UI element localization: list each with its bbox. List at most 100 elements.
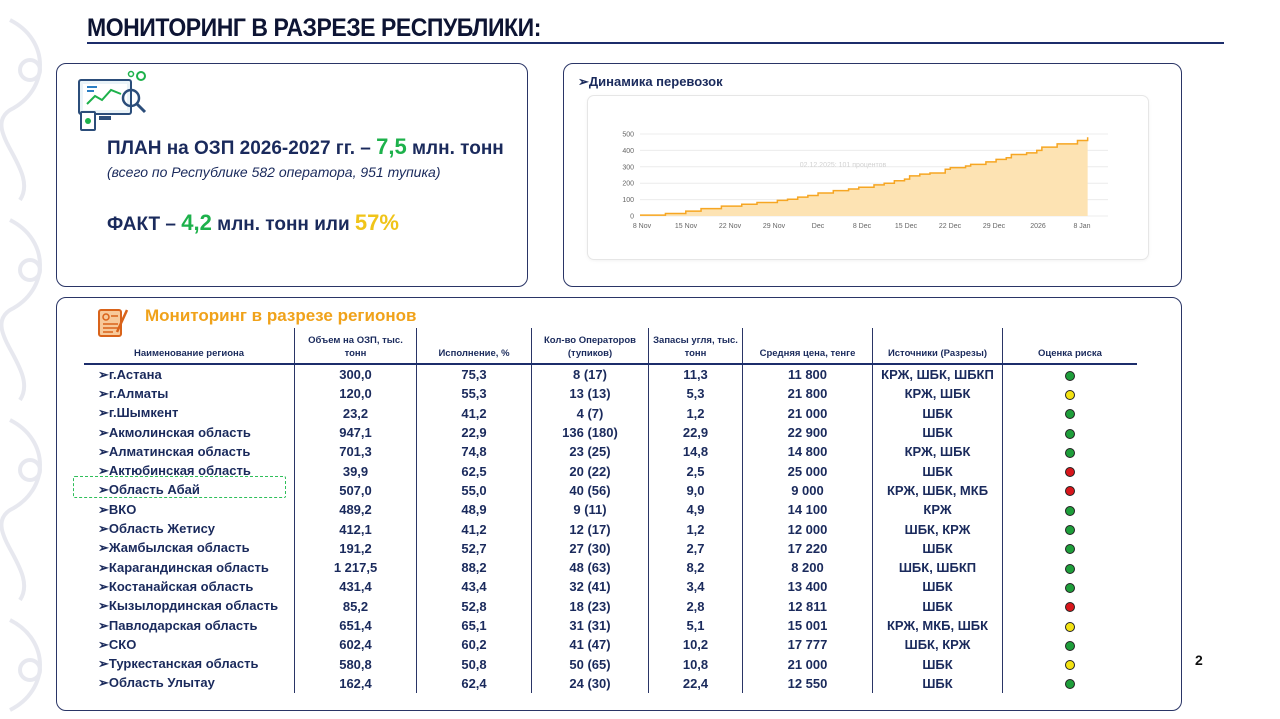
plan-note: (всего по Республике 582 оператора, 951 …: [107, 164, 441, 180]
cell-name: ➢ВКО: [98, 501, 137, 517]
x-tick-label: 8 Jan: [1073, 223, 1090, 230]
cell-volume: 580,8: [294, 654, 417, 674]
cell-source: ШБК: [872, 577, 1003, 597]
risk-indicator-green: [1065, 640, 1075, 651]
cell-stock: 1,2: [648, 519, 743, 539]
cell-exec: 52,8: [416, 596, 532, 616]
cell-operators: 18 (23): [531, 596, 649, 616]
cell-source: КРЖ, ШБК, МКБ: [872, 480, 1003, 501]
risk-indicator-green: [1065, 544, 1075, 555]
cell-exec: 60,2: [416, 635, 532, 655]
cell-stock: 2,8: [648, 596, 743, 616]
x-tick-label: 8 Nov: [633, 223, 652, 230]
cell-exec: 22,9: [416, 422, 532, 443]
cell-source: ШБК: [872, 596, 1003, 616]
cell-risk: [1002, 422, 1137, 443]
cell-volume: 947,1: [294, 422, 417, 443]
x-tick-label: 22 Dec: [939, 223, 962, 230]
risk-indicator-green: [1065, 563, 1075, 574]
cell-price: 15 001: [742, 615, 873, 636]
y-tick-label: 300: [622, 164, 634, 171]
regions-table: Наименование региона Объем на ОЗП, тыс. …: [84, 328, 1137, 694]
row-highlight-selection: [73, 476, 286, 498]
cell-operators: 20 (22): [531, 461, 649, 481]
cell-volume: 23,2: [294, 403, 417, 423]
title-divider: [87, 42, 1224, 44]
hover-tooltip-label: 02.12.2025: 101 процентов: [800, 162, 887, 169]
table-row: ➢г.Шымкент 23,2 41,2 4 (7) 1,2 21 000 ШБК: [84, 403, 1137, 423]
chart-card[interactable]: 0 100 200 300 400 500 8 Nov 15 Nov 22 Nov 29 Nov D…: [588, 96, 1148, 259]
cell-stock: 22,9: [648, 422, 743, 443]
cell-risk: [1002, 538, 1137, 558]
plan-prefix: ПЛАН на ОЗП 2026-2027 гг. –: [107, 138, 377, 159]
cell-exec: 41,2: [416, 519, 532, 539]
table-row: ➢Павлодарская область 651,4 65,1 31 (31) 5,1…: [84, 615, 1137, 636]
fact-line: ФАКТ – 4,2 млн. тонн или 57%: [107, 210, 399, 236]
header-price: Средняя цена, тенге: [742, 328, 873, 365]
cell-stock: 14,8: [648, 442, 743, 462]
cell-exec: 48,9: [416, 500, 532, 520]
cell-price: 22 900: [742, 422, 873, 443]
cell-price: 14 100: [742, 500, 873, 520]
fact-value: 4,2: [181, 210, 212, 235]
table-row: ➢СКО 602,4 60,2 41 (47) 10,2 17 777 ШБК, КРЖ: [84, 635, 1137, 655]
cell-exec: 62,4: [416, 673, 532, 694]
cell-risk: [1002, 364, 1137, 385]
risk-indicator-green: [1065, 447, 1075, 458]
y-tick-label: 100: [622, 197, 634, 204]
table-row: ➢Туркестанская область 580,8 50,8 50 (65) 10…: [84, 654, 1137, 674]
cell-volume: 162,4: [294, 673, 417, 694]
cell-exec: 55,0: [416, 480, 532, 501]
cell-source: ШБК: [872, 422, 1003, 443]
risk-indicator-green: [1065, 582, 1075, 593]
plan-panel: ПЛАН на ОЗП 2026-2027 гг. – 7,5 млн. тон…: [56, 63, 528, 287]
cell-risk: [1002, 673, 1137, 694]
cell-risk: [1002, 635, 1137, 655]
header-volume: Объем на ОЗП, тыс. тонн: [294, 328, 417, 365]
cell-volume: 507,0: [294, 480, 417, 501]
transport-dynamics-chart[interactable]: 0 100 200 300 400 500 8 Nov 15 Nov 22 Nov 29 Nov D…: [588, 96, 1148, 259]
analytics-icon: [78, 70, 147, 131]
table-row: ➢Область Жетису 412,1 41,2 12 (17) 1,2 12 000…: [84, 519, 1137, 539]
cell-volume: 651,4: [294, 615, 417, 636]
cell-name: ➢Алматинская область: [98, 443, 251, 459]
cell-source: ШБК, ШБКП: [872, 557, 1003, 578]
series-line: [640, 137, 1089, 216]
cell-volume: 39,9: [294, 461, 417, 481]
cell-volume: 431,4: [294, 577, 417, 597]
cell-stock: 11,3: [648, 364, 743, 385]
cell-volume: 489,2: [294, 500, 417, 520]
risk-indicator-green: [1065, 525, 1075, 536]
table-row: ➢Карагандинская область 1 217,5 88,2 48 (63…: [84, 557, 1137, 578]
y-tick-label: 200: [622, 181, 634, 188]
cell-price: 12 550: [742, 673, 873, 694]
table-row: ➢Алматинская область 701,3 74,8 23 (25) 14,8…: [84, 442, 1137, 462]
cell-source: ШБК, КРЖ: [872, 635, 1003, 655]
header-exec: Исполнение, %: [416, 328, 532, 365]
cell-exec: 74,8: [416, 442, 532, 462]
cell-price: 21 000: [742, 654, 873, 674]
cell-source: ШБК: [872, 673, 1003, 694]
header-source: Источники (Разрезы): [872, 328, 1003, 365]
cell-price: 13 400: [742, 577, 873, 597]
x-tick-label: 2026: [1030, 223, 1046, 230]
header-operators: Кол-во Операторов (тупиков): [531, 328, 649, 365]
cell-source: КРЖ, МКБ, ШБК: [872, 615, 1003, 636]
cell-operators: 48 (63): [531, 557, 649, 578]
cell-name: ➢Акмолинская область: [98, 424, 251, 440]
header-risk: Оценка риска: [1002, 328, 1137, 365]
risk-indicator-yellow: [1065, 621, 1075, 632]
cell-exec: 75,3: [416, 364, 532, 385]
cell-price: 12 811: [742, 596, 873, 616]
cell-exec: 55,3: [416, 384, 532, 404]
cell-source: ШБК, КРЖ: [872, 519, 1003, 539]
cell-stock: 1,2: [648, 403, 743, 423]
table-row: ➢Акмолинская область 947,1 22,9 136 (180) 22…: [84, 422, 1137, 443]
cell-stock: 2,5: [648, 461, 743, 481]
cell-risk: [1002, 500, 1137, 520]
risk-indicator-yellow: [1065, 390, 1075, 400]
plan-line: ПЛАН на ОЗП 2026-2027 гг. – 7,5 млн. тон…: [107, 134, 504, 160]
cell-risk: [1002, 615, 1137, 636]
cell-price: 12 000: [742, 519, 873, 539]
cell-name: ➢Кызылординская область: [98, 598, 279, 614]
